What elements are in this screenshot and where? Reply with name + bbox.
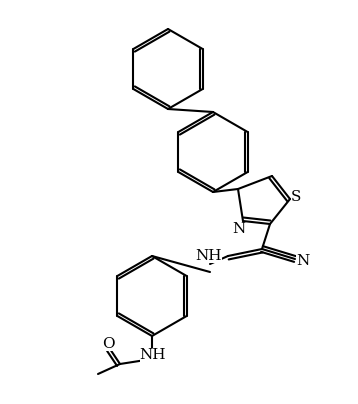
Text: NH: NH: [140, 348, 166, 362]
Text: N: N: [232, 222, 246, 236]
Text: NH: NH: [196, 249, 222, 263]
Text: O: O: [102, 337, 114, 351]
Text: S: S: [291, 190, 301, 204]
Text: N: N: [296, 254, 310, 268]
